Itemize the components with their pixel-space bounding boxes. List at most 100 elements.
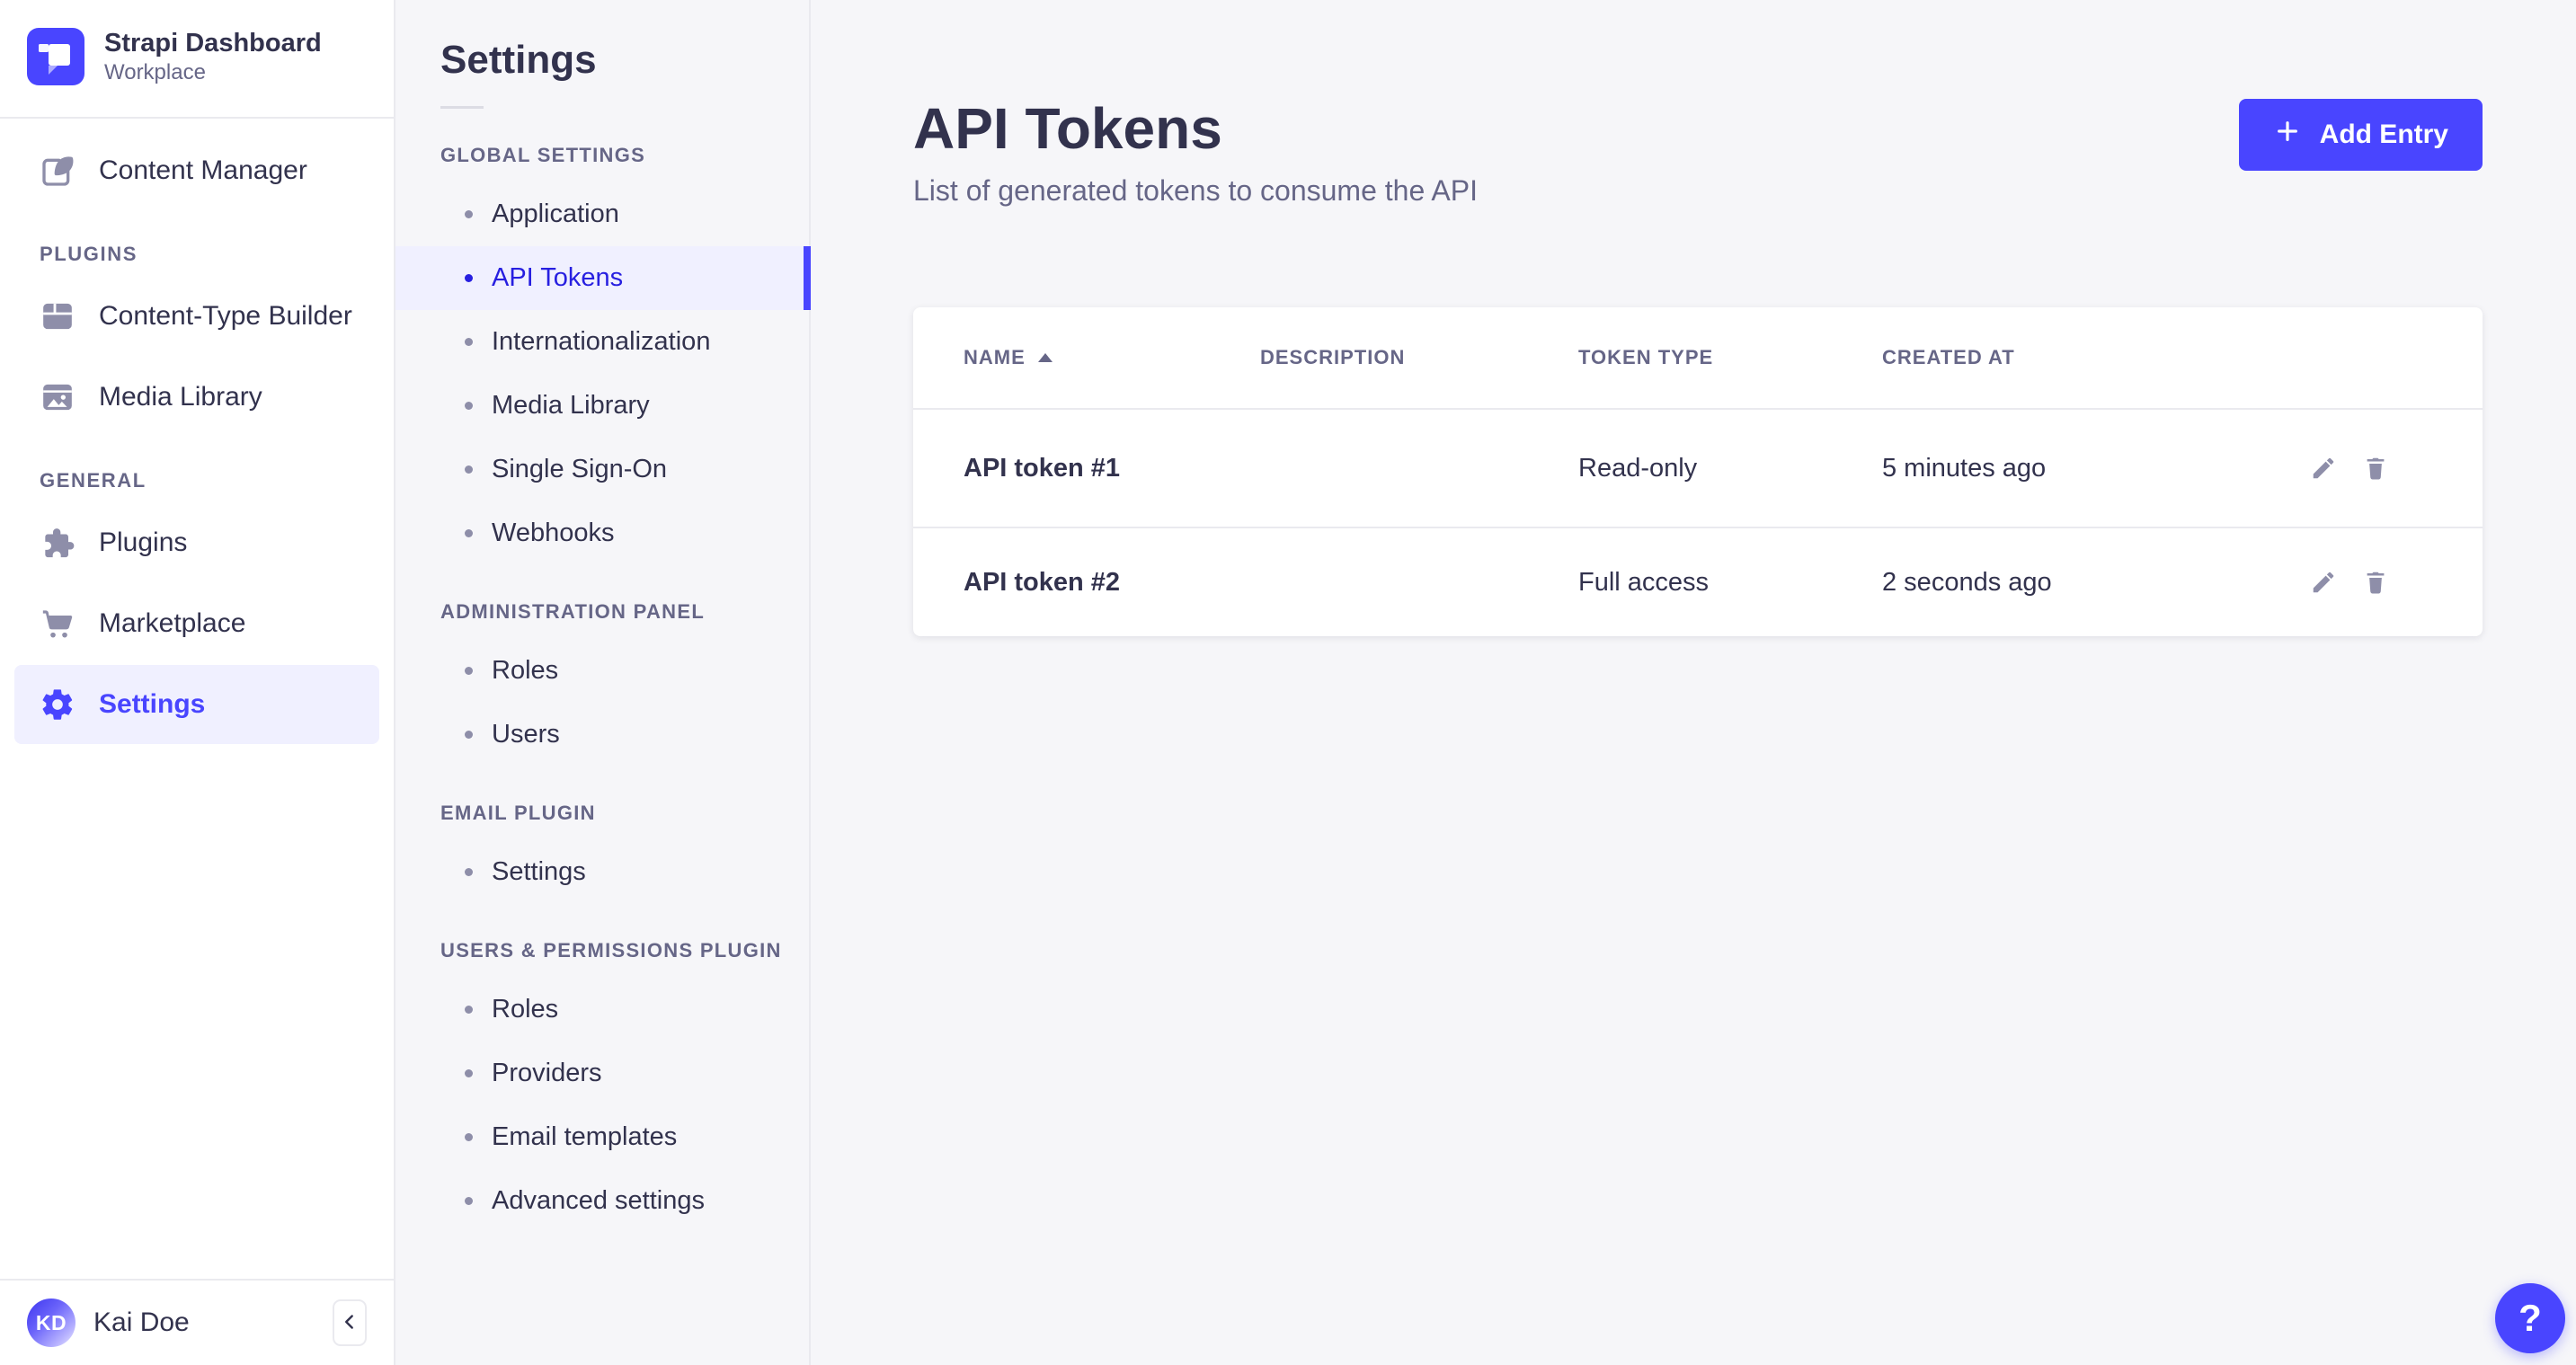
sort-ascending-icon xyxy=(1037,353,1053,362)
bullet-icon xyxy=(465,667,473,675)
row-actions xyxy=(2243,453,2432,483)
page-subtitle: List of generated tokens to consume the … xyxy=(913,174,1478,207)
bullet-icon xyxy=(465,731,473,739)
collapse-sidebar-button[interactable] xyxy=(333,1299,367,1346)
subnav-item-admin-users[interactable]: Users xyxy=(395,703,809,767)
bullet-icon xyxy=(465,465,473,474)
subnav-item-webhooks[interactable]: Webhooks xyxy=(395,501,809,565)
sidebar-item-label: Media Library xyxy=(99,382,262,412)
subnav-list: Roles Providers Email templates Advanced… xyxy=(395,978,809,1233)
subnav-item-label: Media Library xyxy=(492,391,650,420)
subnav-item-admin-roles[interactable]: Roles xyxy=(395,639,809,703)
page-title: API Tokens xyxy=(913,96,1222,161)
trash-icon xyxy=(2362,569,2393,596)
sidebar-divider xyxy=(0,117,394,119)
user-name: Kai Doe xyxy=(93,1307,190,1337)
subnav-item-label: Webhooks xyxy=(492,519,615,547)
cell-created-at: 5 minutes ago xyxy=(1882,453,2047,483)
subnav-item-up-roles[interactable]: Roles xyxy=(395,978,809,1041)
subnav-section-global-settings-label: GLOBAL SETTINGS xyxy=(440,144,646,166)
pencil-icon xyxy=(2310,455,2341,482)
sidebar-item-media-library[interactable]: Media Library xyxy=(14,358,379,437)
column-header-token-type: TOKEN TYPE xyxy=(1578,346,1714,368)
image-icon xyxy=(40,379,76,415)
sidebar-item-settings[interactable]: Settings xyxy=(14,665,379,744)
bullet-icon xyxy=(465,338,473,346)
row-actions xyxy=(2243,567,2432,598)
subnav-section-administration-panel-label: ADMINISTRATION PANEL xyxy=(440,600,706,623)
plus-icon xyxy=(2273,117,2302,153)
primary-sidebar: Strapi Dashboard Workplace Content Manag… xyxy=(0,0,395,1365)
workspace-brand[interactable]: Strapi Dashboard Workplace xyxy=(0,0,394,117)
main-content: API Tokens List of generated tokens to c… xyxy=(811,0,2576,1365)
trash-icon xyxy=(2362,455,2393,482)
cell-token-name: API token #1 xyxy=(964,453,1121,483)
subnav-item-label: Roles xyxy=(492,656,559,685)
subnav-item-label: API Tokens xyxy=(492,263,624,292)
sidebar-item-label: Content Manager xyxy=(99,155,307,185)
cart-icon xyxy=(40,606,76,642)
sidebar-item-label: Content-Type Builder xyxy=(99,301,352,331)
bullet-icon xyxy=(465,210,473,218)
subnav-item-label: Application xyxy=(492,199,619,228)
subnav-item-label: Email templates xyxy=(492,1122,678,1151)
column-header-name[interactable]: NAME xyxy=(964,346,1260,369)
page-header: API Tokens List of generated tokens to c… xyxy=(913,0,2483,208)
bullet-icon xyxy=(465,274,473,282)
bullet-icon xyxy=(465,1197,473,1205)
subnav-item-label: Settings xyxy=(492,857,586,886)
column-header-description: DESCRIPTION xyxy=(1260,346,1406,368)
cell-token-type: Read-only xyxy=(1578,453,1698,483)
delete-token-button[interactable] xyxy=(2362,567,2393,598)
sidebar-section-plugins-label: PLUGINS xyxy=(40,243,138,265)
bullet-icon xyxy=(465,1006,473,1014)
cell-token-type: Full access xyxy=(1578,567,1710,597)
sidebar-item-label: Marketplace xyxy=(99,608,246,638)
user-avatar[interactable]: KD xyxy=(27,1299,76,1347)
brand-subtitle: Workplace xyxy=(104,60,206,84)
sidebar-item-content-type-builder[interactable]: Content-Type Builder xyxy=(14,277,379,356)
subnav-item-media-library[interactable]: Media Library xyxy=(395,374,809,438)
subnav-list: Roles Users xyxy=(395,639,809,767)
subnav-item-email-settings[interactable]: Settings xyxy=(395,840,809,904)
sidebar-item-plugins[interactable]: Plugins xyxy=(14,503,379,582)
subnav-item-label: Internationalization xyxy=(492,327,711,356)
subnav-divider xyxy=(440,106,484,109)
subnav-item-label: Roles xyxy=(492,995,559,1024)
subnav-item-advanced-settings[interactable]: Advanced settings xyxy=(395,1169,809,1233)
table-row[interactable]: API token #2 Full access 2 seconds ago xyxy=(913,527,2483,636)
sidebar-section-general-label: GENERAL xyxy=(40,469,147,492)
sidebar-item-label: Settings xyxy=(99,689,206,719)
delete-token-button[interactable] xyxy=(2362,453,2393,483)
subnav-item-api-tokens[interactable]: API Tokens xyxy=(395,246,811,310)
subnav-item-email-templates[interactable]: Email templates xyxy=(395,1105,809,1169)
chevron-left-icon xyxy=(338,1310,361,1336)
subnav-item-single-sign-on[interactable]: Single Sign-On xyxy=(395,438,809,501)
help-button[interactable]: ? xyxy=(2495,1283,2565,1353)
edit-token-button[interactable] xyxy=(2310,567,2341,598)
feather-icon xyxy=(40,153,76,189)
column-header-label: NAME xyxy=(964,346,1026,368)
cell-token-name: API token #2 xyxy=(964,567,1121,597)
subnav-section-email-plugin-label: EMAIL PLUGIN xyxy=(440,802,596,824)
sidebar-item-content-manager[interactable]: Content Manager xyxy=(14,131,379,210)
sidebar-nav: Content Manager PLUGINS Content-Type Bui… xyxy=(0,119,394,744)
bullet-icon xyxy=(465,529,473,537)
subnav-section-users-permissions-label: USERS & PERMISSIONS PLUGIN xyxy=(440,939,782,962)
sidebar-item-marketplace[interactable]: Marketplace xyxy=(14,584,379,663)
subnav-item-internationalization[interactable]: Internationalization xyxy=(395,310,809,374)
strapi-logo-icon xyxy=(27,28,84,85)
table-row[interactable]: API token #1 Read-only 5 minutes ago xyxy=(913,410,2483,527)
add-entry-button[interactable]: Add Entry xyxy=(2238,99,2483,171)
brand-text: Strapi Dashboard Workplace xyxy=(104,27,322,86)
bullet-icon xyxy=(465,402,473,410)
subnav-item-providers[interactable]: Providers xyxy=(395,1041,809,1105)
edit-token-button[interactable] xyxy=(2310,453,2341,483)
column-header-created-at: CREATED AT xyxy=(1882,346,2015,368)
sidebar-footer: KD Kai Doe xyxy=(0,1279,394,1365)
subnav-title: Settings xyxy=(440,38,597,82)
bullet-icon xyxy=(465,1133,473,1141)
bullet-icon xyxy=(465,1069,473,1077)
subnav-item-application[interactable]: Application xyxy=(395,182,809,246)
subnav-item-label: Providers xyxy=(492,1059,602,1087)
